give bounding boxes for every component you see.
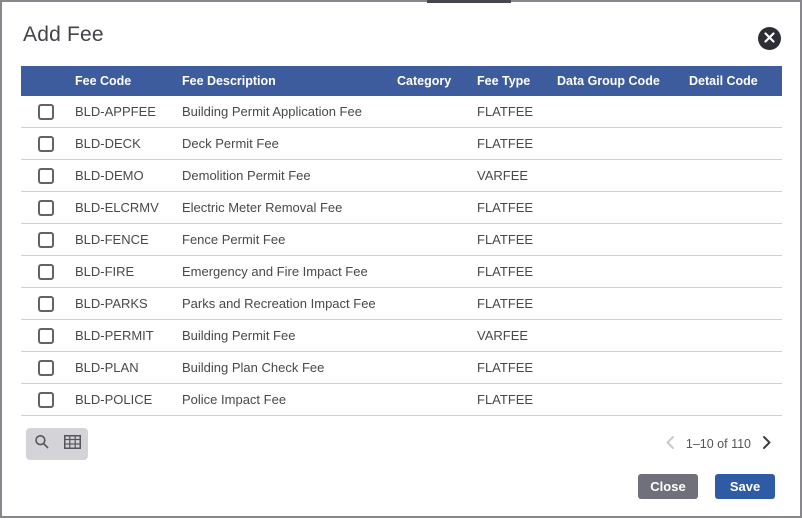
fee-code-cell: BLD-POLICE <box>75 392 153 407</box>
fee-code-cell: BLD-PLAN <box>75 360 139 375</box>
fee-code-cell: BLD-ELCRMV <box>75 200 159 215</box>
column-header-fee-description: Fee Description <box>182 74 276 88</box>
fee-type-cell: FLATFEE <box>477 296 534 311</box>
fee-type-cell: FLATFEE <box>477 136 534 151</box>
fee-type-cell: FLATFEE <box>477 200 534 215</box>
row-checkbox[interactable] <box>38 295 54 312</box>
table-row: BLD-FENCE Fence Permit Fee FLATFEE <box>21 224 782 256</box>
fee-code-cell: BLD-PERMIT <box>75 328 154 343</box>
table-row: BLD-ELCRMV Electric Meter Removal Fee FL… <box>21 192 782 224</box>
row-checkbox[interactable] <box>38 103 54 120</box>
fee-code-cell: BLD-FENCE <box>75 232 149 247</box>
chevron-right-icon <box>762 435 772 453</box>
row-checkbox[interactable] <box>38 135 54 152</box>
fee-description-cell: Parks and Recreation Impact Fee <box>182 296 376 311</box>
table-row: BLD-PLAN Building Plan Check Fee FLATFEE <box>21 352 782 384</box>
fee-description-cell: Electric Meter Removal Fee <box>182 200 343 215</box>
pagination: 1–10 of 110 <box>665 435 772 453</box>
row-checkbox[interactable] <box>38 167 54 184</box>
chevron-left-icon <box>665 435 675 453</box>
fee-type-cell: VARFEE <box>477 168 529 183</box>
table-header-row: Fee Code Fee Description Category Fee Ty… <box>21 66 782 96</box>
modal-close-button[interactable] <box>758 27 781 50</box>
fee-description-cell: Police Impact Fee <box>182 392 287 407</box>
table-row: BLD-POLICE Police Impact Fee FLATFEE <box>21 384 782 416</box>
fee-code-cell: BLD-APPFEE <box>75 104 156 119</box>
previous-page-button[interactable] <box>665 435 675 453</box>
row-checkbox[interactable] <box>38 391 54 408</box>
fee-code-cell: BLD-DEMO <box>75 168 144 183</box>
table-row: BLD-DEMO Demolition Permit Fee VARFEE <box>21 160 782 192</box>
save-button[interactable]: Save <box>715 474 775 499</box>
table-grid-icon <box>64 434 81 454</box>
table-row: BLD-APPFEE Building Permit Application F… <box>21 96 782 128</box>
row-checkbox[interactable] <box>38 263 54 280</box>
close-button[interactable]: Close <box>638 474 698 499</box>
fee-type-cell: FLATFEE <box>477 360 534 375</box>
table-body: BLD-APPFEE Building Permit Application F… <box>21 96 782 416</box>
fee-description-cell: Deck Permit Fee <box>182 136 279 151</box>
modal-footer: Close Save <box>2 474 800 499</box>
table-row: BLD-FIRE Emergency and Fire Impact Fee F… <box>21 256 782 288</box>
fee-description-cell: Building Permit Application Fee <box>182 104 362 119</box>
search-icon <box>34 434 50 455</box>
background-page-fragment <box>427 0 511 3</box>
fee-type-cell: FLATFEE <box>477 264 534 279</box>
fee-description-cell: Emergency and Fire Impact Fee <box>182 264 368 279</box>
close-icon <box>764 30 775 48</box>
column-header-detail-code: Detail Code <box>689 74 758 88</box>
fee-code-cell: BLD-PARKS <box>75 296 148 311</box>
pagination-label: 1–10 of 110 <box>685 437 751 451</box>
table-row: BLD-PERMIT Building Permit Fee VARFEE <box>21 320 782 352</box>
modal-title: Add Fee <box>23 23 104 46</box>
fee-type-cell: FLATFEE <box>477 392 534 407</box>
row-checkbox[interactable] <box>38 199 54 216</box>
search-button[interactable] <box>27 428 57 460</box>
row-checkbox[interactable] <box>38 231 54 248</box>
row-checkbox[interactable] <box>38 359 54 376</box>
next-page-button[interactable] <box>762 435 772 453</box>
fee-description-cell: Demolition Permit Fee <box>182 168 311 183</box>
column-header-data-group-code: Data Group Code <box>557 74 660 88</box>
fee-code-cell: BLD-FIRE <box>75 264 135 279</box>
fee-type-cell: FLATFEE <box>477 104 534 119</box>
column-header-fee-code: Fee Code <box>75 74 132 88</box>
row-checkbox[interactable] <box>38 327 54 344</box>
fee-type-cell: VARFEE <box>477 328 529 343</box>
table-row: BLD-PARKS Parks and Recreation Impact Fe… <box>21 288 782 320</box>
table-toolbar <box>26 428 88 460</box>
fee-description-cell: Building Permit Fee <box>182 328 296 343</box>
fee-code-cell: BLD-DECK <box>75 136 141 151</box>
fee-description-cell: Fence Permit Fee <box>182 232 286 247</box>
table-row: BLD-DECK Deck Permit Fee FLATFEE <box>21 128 782 160</box>
fee-description-cell: Building Plan Check Fee <box>182 360 325 375</box>
column-settings-button[interactable] <box>58 428 88 460</box>
column-header-category: Category <box>397 74 452 88</box>
fee-type-cell: FLATFEE <box>477 232 534 247</box>
column-header-fee-type: Fee Type <box>477 74 531 88</box>
